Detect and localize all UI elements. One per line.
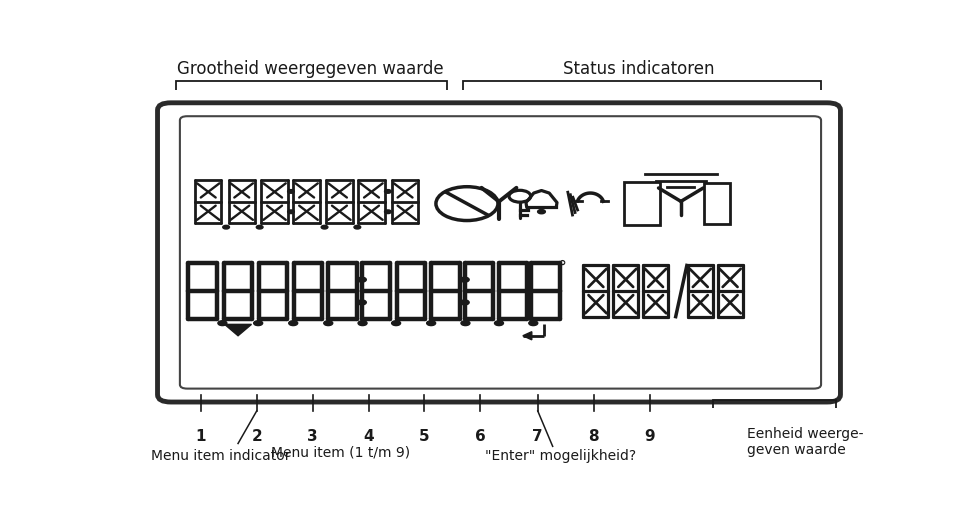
Circle shape <box>384 210 391 214</box>
Circle shape <box>459 277 469 282</box>
Text: 2: 2 <box>251 429 261 444</box>
Text: "Enter" mogelijkheid?: "Enter" mogelijkheid? <box>484 449 635 463</box>
Circle shape <box>254 320 262 326</box>
Circle shape <box>494 320 503 326</box>
FancyBboxPatch shape <box>158 103 840 402</box>
Bar <box>635 178 648 182</box>
Text: 9: 9 <box>644 429 654 444</box>
Circle shape <box>537 210 545 214</box>
Bar <box>628 213 654 222</box>
FancyBboxPatch shape <box>180 116 820 389</box>
Text: Menu item (1 t/m 9): Menu item (1 t/m 9) <box>270 446 409 459</box>
Circle shape <box>324 320 333 326</box>
Text: 3: 3 <box>307 429 317 444</box>
Bar <box>711 180 721 183</box>
Circle shape <box>287 210 294 214</box>
Circle shape <box>357 320 367 326</box>
Circle shape <box>459 300 469 305</box>
Bar <box>624 182 659 225</box>
Circle shape <box>321 225 328 229</box>
Circle shape <box>223 225 230 229</box>
Circle shape <box>529 320 537 326</box>
Text: °: ° <box>556 259 566 277</box>
Text: 1: 1 <box>195 429 206 444</box>
Circle shape <box>391 320 400 326</box>
Text: 7: 7 <box>531 429 543 444</box>
Circle shape <box>354 225 360 229</box>
Circle shape <box>460 320 469 326</box>
Bar <box>702 183 729 224</box>
Text: Eenheid weerge-
geven waarde: Eenheid weerge- geven waarde <box>746 427 862 457</box>
Circle shape <box>218 320 227 326</box>
Text: Grootheid weergegeven waarde: Grootheid weergegeven waarde <box>177 60 443 78</box>
Text: Menu item indicator: Menu item indicator <box>151 449 290 463</box>
Circle shape <box>357 277 366 282</box>
Polygon shape <box>225 324 251 336</box>
Bar <box>628 202 654 211</box>
Circle shape <box>288 320 297 326</box>
Text: 4: 4 <box>363 429 374 444</box>
Circle shape <box>256 225 262 229</box>
Text: 5: 5 <box>419 429 430 444</box>
Circle shape <box>384 190 391 193</box>
Text: 6: 6 <box>475 429 485 444</box>
Bar <box>628 191 654 200</box>
Circle shape <box>287 190 294 193</box>
Circle shape <box>357 300 366 305</box>
Polygon shape <box>523 332 531 340</box>
Text: 8: 8 <box>588 429 599 444</box>
Text: Status indicatoren: Status indicatoren <box>562 60 713 78</box>
Circle shape <box>427 320 435 326</box>
Bar <box>707 208 725 218</box>
